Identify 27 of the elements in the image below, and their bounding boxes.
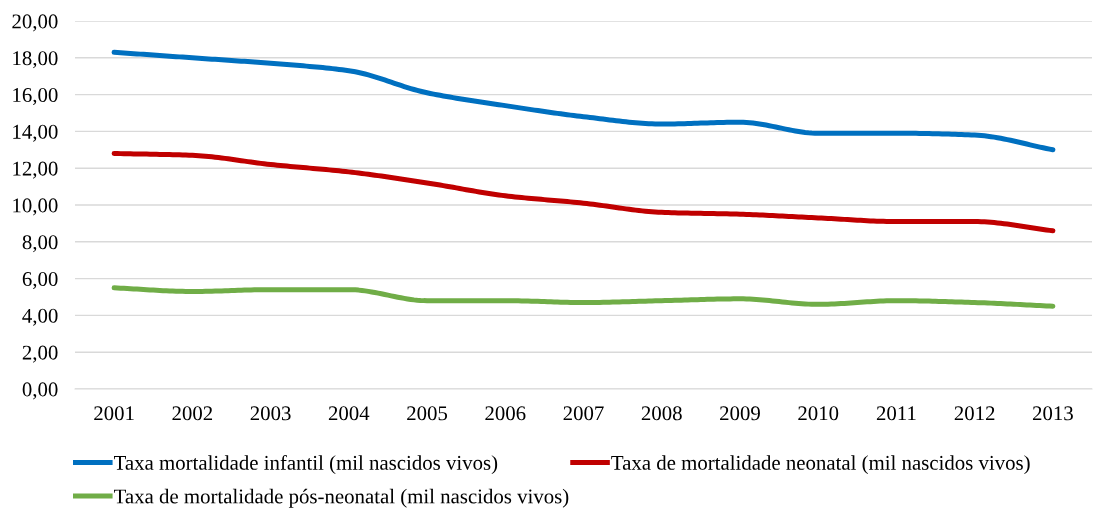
x-tick-label: 2010	[798, 406, 839, 421]
y-tick-label: 4,00	[22, 308, 58, 326]
legend-label: Taxa de mortalidade pós-neonatal (mil nascidos vivos)	[114, 488, 569, 508]
x-tick-label: 2008	[641, 406, 682, 421]
x-tick-label: 2004	[328, 406, 370, 421]
y-tick-label: 10,00	[13, 198, 58, 216]
x-tick-label: 2002	[172, 406, 213, 421]
x-tick-label: 2003	[250, 406, 291, 421]
y-tick-label: 16,00	[13, 87, 58, 106]
y-tick-label: 2,00	[22, 345, 58, 363]
x-tick-label: 2012	[954, 406, 995, 421]
x-tick-label: 2001	[94, 406, 134, 421]
y-tick-label: 0,00	[22, 382, 58, 400]
x-tick-label: 2005	[407, 406, 448, 421]
y-tick-label: 6,00	[22, 271, 58, 290]
x-tick-label: 2011	[876, 406, 916, 421]
y-tick-label: 14,00	[13, 124, 58, 142]
x-tick-label: 2013	[1032, 406, 1073, 421]
x-tick-label: 2006	[485, 406, 526, 421]
x-tick-label: 2009	[720, 406, 760, 421]
y-tick-label: 18,00	[13, 51, 58, 69]
legend-label: Taxa de mortalidade neonatal (mil nascidos vivos)	[611, 455, 1030, 475]
x-tick-label: 2007	[563, 406, 604, 421]
y-tick-label: 8,00	[22, 235, 58, 253]
y-tick-label: 20,00	[12, 14, 58, 32]
legend-label: Taxa mortalidade infantil (mil nascidos vivos)	[114, 455, 498, 475]
y-tick-label: 12,00	[13, 161, 58, 179]
